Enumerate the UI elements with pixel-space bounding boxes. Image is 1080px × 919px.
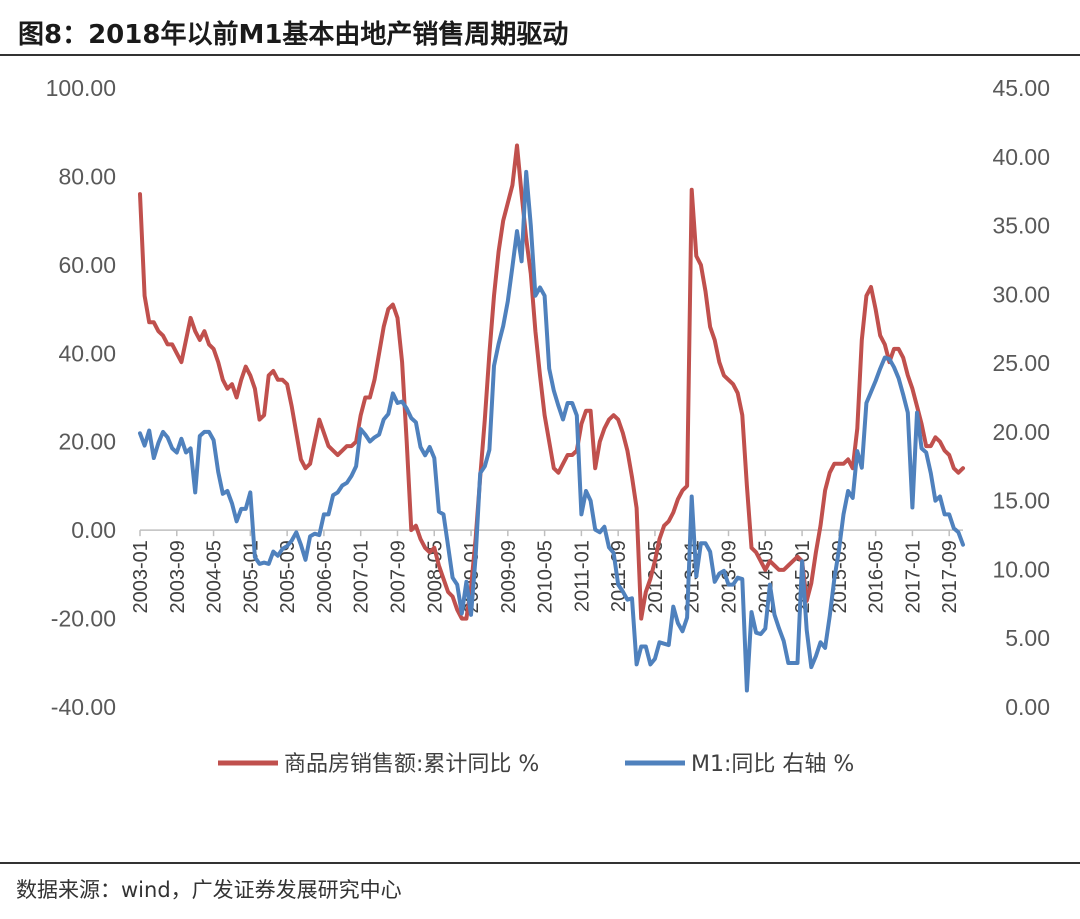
- figure-title: 图8：2018年以前M1基本由地产销售周期驱动: [18, 20, 569, 50]
- right-tick-label: 5.00: [1005, 625, 1050, 651]
- left-tick-label: -20.00: [51, 606, 116, 632]
- x-tick-label: 2006-05: [314, 540, 336, 613]
- x-tick-label: 2007-09: [387, 540, 409, 613]
- x-tick-label: 2009-09: [498, 540, 520, 613]
- left-tick-label: 40.00: [58, 340, 116, 366]
- x-tick-label: 2017-01: [902, 540, 924, 613]
- x-axis: 2003-01 2003-09 2004-05 2005-01 2005-09 2006-…: [130, 529, 963, 614]
- left-tick-label: 60.00: [58, 252, 116, 278]
- x-tick-label: 2005-09: [277, 540, 299, 613]
- right-tick-label: 35.00: [992, 213, 1050, 239]
- x-tick-label: 2011-01: [571, 540, 593, 612]
- series-line-sales: [138, 143, 965, 621]
- right-axis-ticks: 45.00 40.00 35.00 30.00 25.00 20.00 15.00 10.00…: [992, 75, 1050, 720]
- left-tick-label: 80.00: [58, 163, 116, 189]
- x-tick-label: 2008-05: [424, 540, 446, 613]
- right-tick-label: 15.00: [992, 488, 1050, 514]
- legend: 商品房销售额:累计同比 % M1:同比 右轴 %: [218, 752, 854, 777]
- x-tick-label: 2013-09: [719, 540, 741, 613]
- right-tick-label: 45.00: [992, 75, 1050, 101]
- right-tick-label: 10.00: [992, 556, 1050, 582]
- legend-label-series1: 商品房销售额:累计同比 %: [284, 752, 539, 777]
- x-tick-label: 2007-01: [351, 540, 373, 613]
- x-tick-label: 2012-05: [645, 540, 667, 613]
- left-tick-label: -40.00: [51, 694, 116, 720]
- series-lines: [138, 143, 965, 693]
- right-tick-label: 0.00: [1005, 694, 1050, 720]
- left-tick-label: 20.00: [58, 429, 116, 455]
- title-rule: [0, 54, 1080, 56]
- source-rule: [0, 862, 1080, 864]
- x-tick-label: 2017-09: [939, 540, 961, 613]
- x-tick-label: 2004-05: [204, 540, 226, 613]
- right-tick-label: 30.00: [992, 281, 1050, 307]
- right-tick-label: 40.00: [992, 144, 1050, 170]
- x-tick-label: 2010-05: [535, 540, 557, 613]
- left-tick-label: 0.00: [71, 517, 116, 543]
- source-note: 数据来源：wind，广发证券发展研究中心: [16, 878, 402, 902]
- left-tick-label: 100.00: [46, 75, 116, 101]
- legend-label-series2: M1:同比 右轴 %: [691, 752, 854, 777]
- right-tick-label: 25.00: [992, 350, 1050, 376]
- series-line-m1: [138, 169, 965, 693]
- x-tick-label: 2016-05: [866, 540, 888, 613]
- x-tick-label: 2003-09: [167, 540, 189, 613]
- x-tick-label: 2003-01: [130, 540, 152, 613]
- x-tick-label: 2015-09: [829, 540, 851, 613]
- right-tick-label: 20.00: [992, 419, 1050, 445]
- x-tick-label: 2005-01: [240, 540, 262, 613]
- left-axis-ticks: 100.00 80.00 60.00 40.00 20.00 0.00 -20.00 -40.…: [46, 75, 116, 720]
